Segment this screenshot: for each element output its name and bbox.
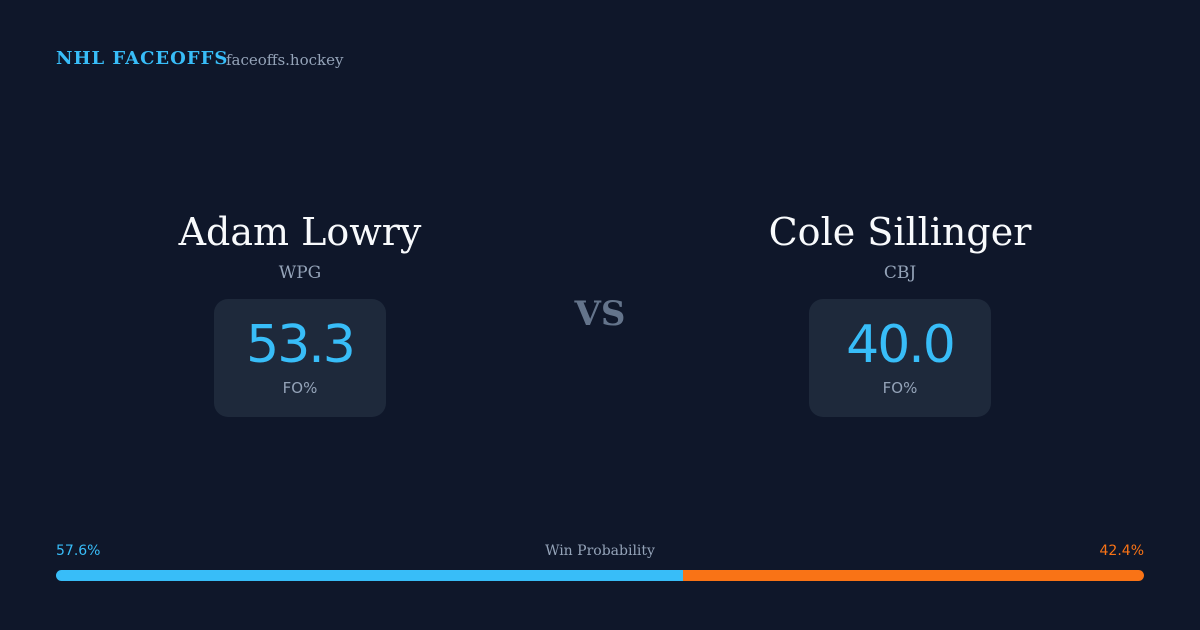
away-segment <box>682 570 1144 581</box>
prob-label: Win Probability <box>545 543 655 559</box>
home-segment <box>56 570 683 581</box>
site: faceoffs.hockey <box>226 51 344 69</box>
team: CBJ <box>883 263 917 283</box>
stat-box: 53.3 FO% <box>214 299 386 417</box>
fo-pct: 53.3 <box>246 315 356 375</box>
player-name: Adam Lowry <box>178 210 422 254</box>
team: WPG <box>278 263 322 283</box>
fo-pct: 40.0 <box>846 315 956 375</box>
fo-label: FO% <box>282 379 318 397</box>
vs: VS <box>574 294 626 334</box>
away-prob: 42.4% <box>1099 543 1144 559</box>
player-card: Adam Lowry WPG 53.3 FO% <box>50 205 550 417</box>
brand: NHL FACEOFFS <box>56 48 229 69</box>
player-name: Cole Sillinger <box>768 210 1032 254</box>
fo-label: FO% <box>882 379 918 397</box>
player-card: Cole Sillinger CBJ 40.0 FO% <box>650 205 1150 417</box>
home-prob: 57.6% <box>56 543 101 559</box>
prob-bar <box>56 570 1144 581</box>
stat-box: 40.0 FO% <box>809 299 991 417</box>
